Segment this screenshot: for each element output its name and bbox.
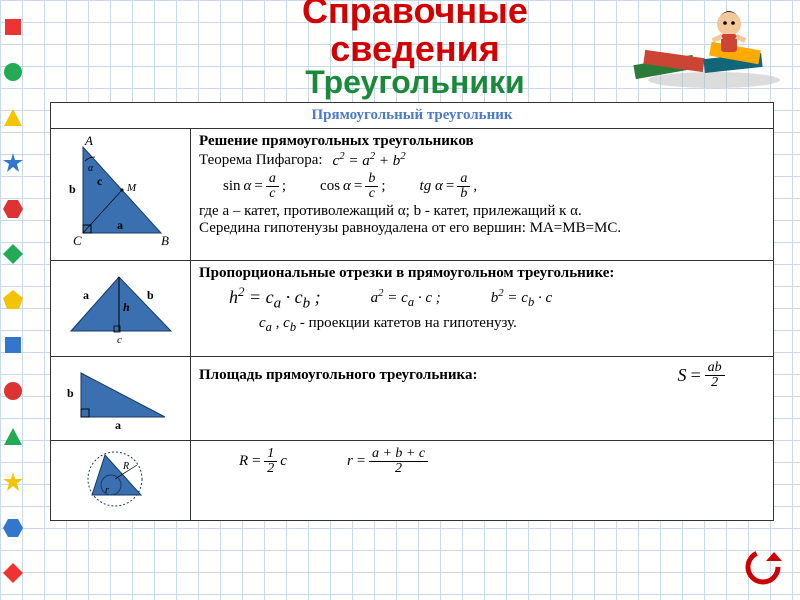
where-text: где a – катет, противолежащий α; b - кат…: [199, 203, 765, 220]
diagram-right-triangle-labeled: M A B C b a c α: [51, 129, 191, 261]
content-table: Прямоугольный треугольник M A B C b a c …: [50, 102, 774, 521]
boy-reading-illustration: [614, 6, 784, 92]
row1-title: Решение прямоугольных треугольников: [199, 133, 765, 150]
area-formula: S = ab2: [677, 361, 724, 390]
shape-circle2-icon: [2, 380, 24, 402]
refresh-button[interactable]: [744, 548, 782, 586]
shape-triangle-icon: [2, 107, 24, 129]
sin-formula: sin α = ac ;: [223, 172, 286, 201]
row2-text: Пропорциональные отрезки в прямоугольном…: [191, 261, 774, 357]
row3-text: Площадь прямоугольного треугольника: S =…: [191, 357, 774, 441]
proj-vars: ca , cb: [259, 315, 296, 331]
tg-formula: tg α = ab ,: [420, 172, 478, 201]
shape-circle-icon: [2, 61, 24, 83]
svg-text:A: A: [84, 133, 93, 148]
svg-text:b: b: [147, 288, 154, 302]
cos-formula: cos α = bc ;: [320, 172, 386, 201]
svg-text:α: α: [88, 163, 94, 174]
svg-text:R: R: [122, 461, 129, 472]
inradius-formula: r = a + b + c2: [347, 447, 428, 476]
diagram-inscribed-circumscribed: R r: [51, 441, 191, 521]
h2-formula: h2 = ca · cb ;: [229, 284, 321, 313]
shape-star-icon: [2, 152, 24, 174]
svg-text:c: c: [117, 334, 122, 346]
midline-text: Середина гипотенузы равноудалена от его …: [199, 220, 765, 237]
shape-diamond-icon: [2, 243, 24, 265]
svg-text:a: a: [117, 218, 123, 232]
svg-text:b: b: [67, 386, 74, 400]
row1-text: Решение прямоугольных треугольников Теор…: [191, 129, 774, 261]
svg-text:C: C: [73, 233, 82, 248]
shape-square-icon: [2, 16, 24, 38]
row3-title: Площадь прямоугольного треугольника:: [199, 367, 477, 384]
pythag-label: Теорема Пифагора:: [199, 152, 323, 169]
shape-star2-icon: [2, 471, 24, 493]
subtitle: Прямоугольный треугольник: [51, 103, 774, 129]
svg-text:r: r: [105, 485, 109, 496]
decorative-shapes-strip: [2, 4, 28, 596]
diagram-proportional-segments: a b h c: [51, 261, 191, 357]
svg-text:B: B: [161, 233, 169, 248]
circumradius-formula: R = 12 c: [239, 447, 287, 476]
shape-square2-icon: [2, 334, 24, 356]
proj-text: - проекции катетов на гипотенузу.: [300, 315, 517, 331]
svg-text:M: M: [126, 182, 137, 194]
shape-hex2-icon: [2, 517, 24, 539]
b2-formula: b2 = cb · c: [491, 287, 552, 310]
a2-formula: a2 = ca · c ;: [371, 287, 441, 310]
svg-text:c: c: [97, 174, 103, 188]
svg-text:h: h: [123, 300, 130, 314]
row2-title: Пропорциональные отрезки в прямоугольном…: [199, 265, 765, 282]
svg-text:a: a: [115, 418, 121, 431]
row4-text: R = 12 c r = a + b + c2: [191, 441, 774, 521]
svg-text:a: a: [83, 288, 89, 302]
svg-text:b: b: [69, 182, 76, 196]
diagram-area: b a: [51, 357, 191, 441]
shape-hex-icon: [2, 198, 24, 220]
shape-tri2-icon: [2, 426, 24, 448]
pythag-formula: c2 = a2 + b2: [333, 150, 406, 170]
shape-diamond2-icon: [2, 562, 24, 584]
shape-pent-icon: [2, 289, 24, 311]
